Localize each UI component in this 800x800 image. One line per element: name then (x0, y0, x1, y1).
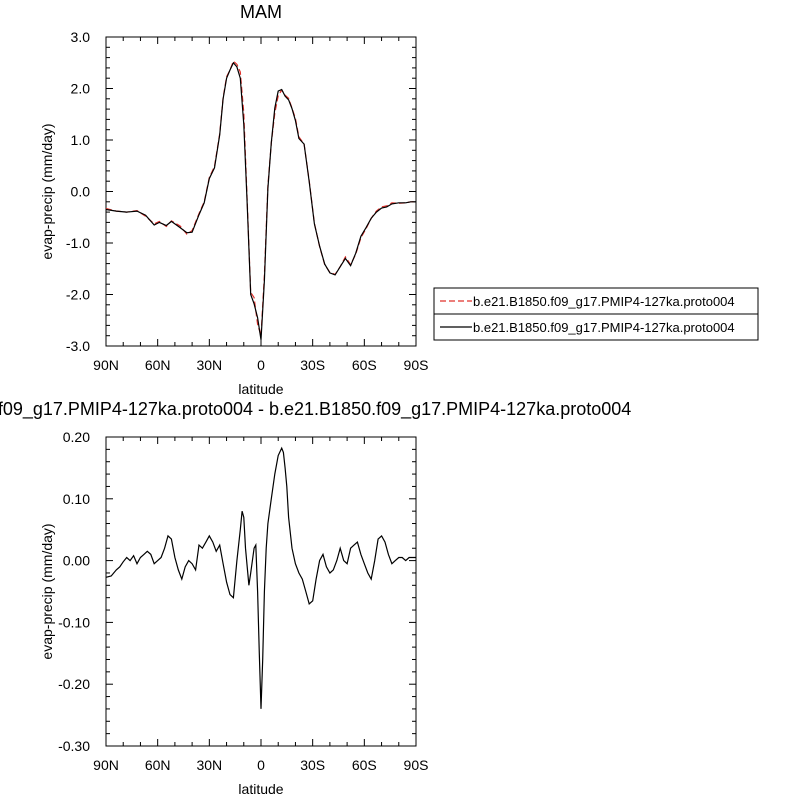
series-line-1 (105, 60, 416, 336)
y-tick-label: -2.0 (66, 287, 90, 303)
x-axis-title: latitude (238, 381, 283, 397)
x-tick-label: 30S (300, 757, 325, 773)
x-tick-label: 60N (145, 757, 171, 773)
y-tick-label: 3.0 (71, 29, 91, 45)
y-tick-label: 0.20 (63, 429, 90, 445)
y-tick-label: -3.0 (66, 338, 90, 354)
chart-title: b.e21.B1850.f09_g17.PMIP4-127ka.proto004… (0, 399, 631, 420)
y-tick-label: 0.00 (63, 553, 90, 569)
x-tick-label: 60S (352, 357, 377, 373)
x-tick-label: 60N (145, 357, 171, 373)
y-tick-label: 2.0 (71, 81, 91, 97)
y-axis-title: evap-precip (mm/day) (39, 123, 55, 259)
x-tick-label: 30S (300, 357, 325, 373)
x-tick-label: 90S (404, 757, 429, 773)
y-tick-label: 1.0 (71, 132, 91, 148)
x-tick-label: 0 (257, 757, 265, 773)
x-tick-label: 60S (352, 757, 377, 773)
y-tick-label: -1.0 (66, 235, 90, 251)
x-tick-label: 30N (196, 357, 222, 373)
legend: b.e21.B1850.f09_g17.PMIP4-127ka.proto004… (433, 287, 759, 341)
chart-title: MAM (240, 2, 282, 22)
series-line-2 (105, 61, 416, 340)
legend-label: b.e21.B1850.f09_g17.PMIP4-127ka.proto004 (473, 320, 735, 335)
legend-label: b.e21.B1850.f09_g17.PMIP4-127ka.proto004 (473, 294, 735, 309)
x-axis-title: latitude (238, 781, 283, 797)
y-tick-label: 0.10 (63, 491, 90, 507)
x-tick-label: 0 (257, 357, 265, 373)
chart-1: MAM 90N 60N 30N 0 30S 60S 90S 3.0 2.0 1.0 0.0 -1.0 -2… (39, 2, 759, 397)
y-tick-label: -0.30 (58, 738, 90, 754)
x-tick-label: 90N (93, 757, 119, 773)
plot-frame (105, 36, 417, 347)
x-tick-label: 90S (404, 357, 429, 373)
y-axis-title: evap-precip (mm/day) (39, 523, 55, 659)
chart-2: b.e21.B1850.f09_g17.PMIP4-127ka.proto004… (0, 399, 631, 797)
y-tick-label: 0.0 (71, 184, 91, 200)
y-tick-label: -0.10 (58, 614, 90, 630)
x-tick-label: 30N (196, 757, 222, 773)
y-tick-label: -0.20 (58, 676, 90, 692)
x-tick-label: 90N (93, 357, 119, 373)
series-line-1 (105, 446, 416, 709)
